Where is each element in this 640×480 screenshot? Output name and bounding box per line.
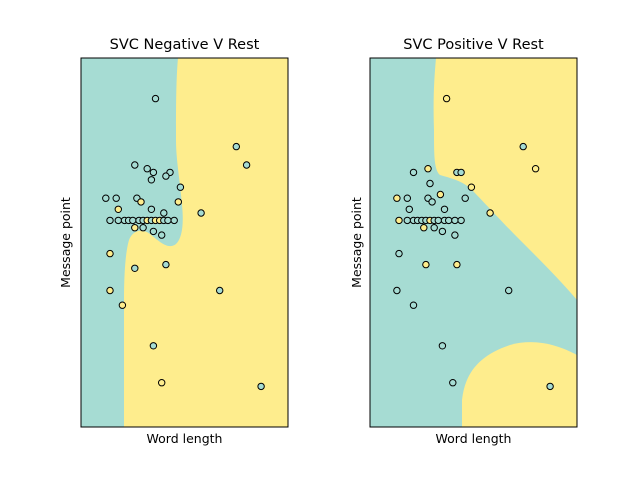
subplot-positive-v-rest: SVC Positive V Rest Word length Message …: [349, 37, 578, 446]
data-point: [232, 142, 241, 151]
data-point: [162, 172, 170, 180]
data-point: [118, 301, 127, 309]
data-point: [160, 209, 168, 217]
data-point: [445, 216, 453, 225]
data-point: [436, 190, 445, 199]
data-point: [457, 216, 465, 225]
y-axis-label: Message point: [58, 197, 73, 288]
data-point: [422, 260, 430, 269]
data-point: [442, 94, 451, 103]
data-point: [420, 224, 428, 232]
data-point: [438, 227, 447, 236]
data-point: [164, 216, 172, 225]
subplot-negative-v-rest: SVC Negative V Rest Word length Message …: [58, 37, 289, 446]
region-yellow-bottom: [462, 342, 577, 427]
data-point: [131, 224, 139, 232]
x-axis-label: Word length: [436, 431, 512, 446]
data-point: [393, 194, 401, 202]
data-point: [505, 286, 513, 295]
axes-frame: [80, 57, 289, 428]
axes-frame: [369, 57, 578, 428]
data-point: [531, 165, 540, 173]
data-point: [395, 216, 403, 225]
chart-title: SVC Negative V Rest: [110, 37, 260, 53]
data-point: [403, 216, 411, 225]
data-point: [137, 198, 145, 206]
data-point: [430, 224, 438, 232]
data-point: [147, 205, 156, 214]
data-point: [176, 183, 185, 191]
data-point: [467, 183, 476, 191]
data-point: [174, 198, 183, 206]
data-point: [451, 216, 459, 225]
data-point: [395, 249, 403, 258]
data-point: [438, 342, 447, 350]
data-point: [461, 194, 469, 202]
decision-region: [370, 58, 577, 427]
data-point: [434, 216, 442, 225]
data-point: [486, 209, 494, 217]
data-point: [114, 216, 123, 225]
data-point: [149, 168, 158, 177]
data-point: [216, 286, 224, 295]
region-yellow-top: [433, 58, 577, 300]
data-point: [162, 260, 170, 269]
data-point: [440, 205, 449, 214]
data-point: [147, 176, 156, 184]
data-point: [149, 227, 158, 236]
data-point: [131, 161, 139, 169]
region-yellow: [124, 58, 288, 427]
data-point: [149, 342, 158, 350]
data-point: [405, 205, 413, 214]
data-point: [143, 165, 151, 173]
data-point: [453, 260, 461, 269]
data-point: [449, 379, 457, 387]
data-point: [519, 142, 527, 151]
data-point: [409, 168, 418, 177]
data-point: [428, 198, 436, 206]
data-point: [151, 94, 160, 103]
data-point: [393, 286, 401, 295]
data-point: [139, 224, 147, 232]
data-point: [158, 231, 166, 239]
data-point: [546, 382, 554, 391]
data-point: [426, 179, 434, 188]
data-point: [409, 301, 418, 309]
data-point: [106, 249, 114, 258]
data-point: [197, 209, 205, 217]
x-axis-label: Word length: [147, 431, 223, 446]
data-point: [242, 161, 251, 169]
data-point: [112, 194, 120, 202]
data-point: [257, 382, 265, 391]
data-point: [170, 216, 178, 225]
data-point: [451, 231, 459, 239]
data-point: [106, 286, 114, 295]
data-point: [424, 165, 432, 173]
y-axis-label: Message point: [349, 197, 364, 288]
data-point: [102, 194, 110, 202]
data-point: [129, 216, 137, 225]
data-point: [114, 205, 123, 214]
data-point: [457, 168, 465, 177]
data-point: [131, 264, 139, 272]
data-point: [106, 216, 114, 225]
chart-title: SVC Positive V Rest: [403, 37, 544, 53]
decision-region: [81, 58, 288, 427]
data-point: [403, 194, 411, 202]
data-point: [158, 379, 166, 387]
